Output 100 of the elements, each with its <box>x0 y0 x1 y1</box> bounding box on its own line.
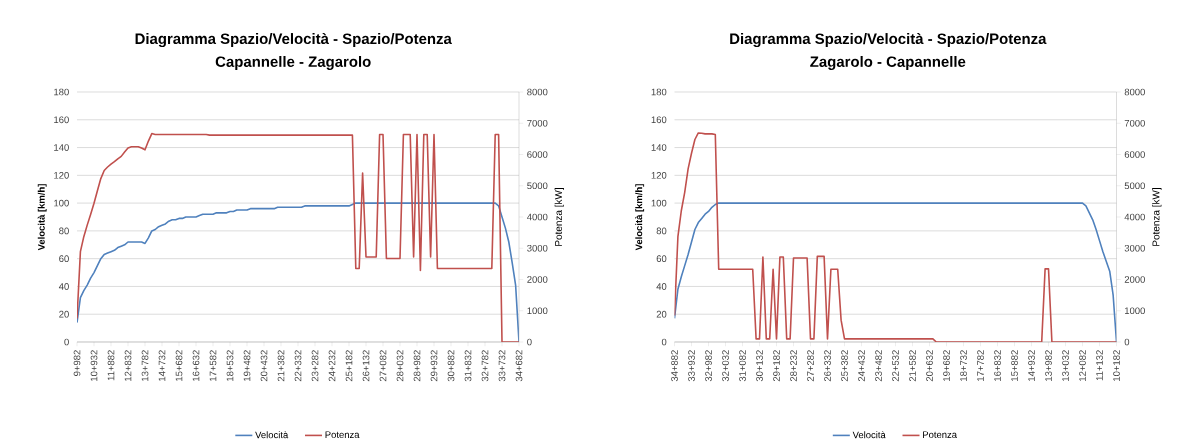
x-tick-label: 31+832 <box>464 350 472 382</box>
x-tick-label: 20+432 <box>260 350 268 382</box>
chart-subtitle: Capannelle - Zagarolo <box>215 56 371 71</box>
y2-tick-label: 2000 <box>1124 276 1145 284</box>
x-tick-label: 13+782 <box>141 350 149 382</box>
y-tick-label: 20 <box>59 311 69 318</box>
x-tick-label: 33+932 <box>688 350 695 382</box>
y-tick-label: 120 <box>54 172 69 179</box>
x-tick-label: 23+482 <box>875 350 882 382</box>
x-tick-label: 11+132 <box>1096 350 1103 381</box>
y-tick-label: 160 <box>651 116 667 124</box>
x-tick-label: 32+982 <box>705 350 712 382</box>
y2-axis-title: Potenza [kW] <box>554 188 564 246</box>
y-tick-label: 40 <box>58 283 69 290</box>
x-tick-label: 18+732 <box>960 350 967 382</box>
x-tick-label: 28+982 <box>413 350 421 382</box>
y2-tick-label: 5000 <box>1124 182 1145 190</box>
x-tick-label: 25+182 <box>345 350 353 382</box>
x-tick-label: 32+782 <box>481 350 489 382</box>
x-tick-label: 20+632 <box>926 350 933 382</box>
x-tick-label: 24+432 <box>858 350 865 382</box>
x-tick-label: 12+832 <box>124 350 132 382</box>
y2-tick-label: 4000 <box>527 213 548 221</box>
y-tick-label: 140 <box>651 144 667 152</box>
y2-tick-label: 1000 <box>527 307 548 315</box>
y2-tick-label: 8000 <box>527 88 548 96</box>
x-tick-label: 31+082 <box>739 350 746 382</box>
x-tick-label: 24+232 <box>328 350 336 382</box>
y-tick-label: 140 <box>54 144 69 152</box>
x-tick-label: 34+882 <box>671 350 678 382</box>
y2-tick-label: 5000 <box>527 182 548 190</box>
x-tick-label: 26+132 <box>362 350 370 382</box>
x-tick-label: 12+082 <box>1079 350 1086 382</box>
y-tick-label: 80 <box>59 227 69 235</box>
x-tick-label: 9+982 <box>73 350 81 377</box>
x-tick-label: 22+532 <box>892 350 899 382</box>
x-tick-label: 27+282 <box>807 350 814 382</box>
y-tick-label: 20 <box>656 311 667 318</box>
y2-tick-label: 2000 <box>527 276 548 284</box>
y-axis-title: Velocità [km/h] <box>635 184 645 251</box>
legend-label: Potenza <box>923 431 958 439</box>
x-tick-label: 23+282 <box>311 350 319 382</box>
y2-tick-label: 7000 <box>527 120 548 127</box>
x-tick-label: 27+082 <box>379 350 387 382</box>
legend-label: Potenza <box>325 431 360 439</box>
y2-tick-label: 6000 <box>1124 151 1145 159</box>
chart-subtitle: Zagarolo - Capannelle <box>810 56 966 71</box>
x-tick-label: 16+632 <box>192 350 200 382</box>
y2-axis-title: Potenza [kW] <box>1152 188 1162 246</box>
x-tick-label: 34+682 <box>515 350 523 382</box>
x-tick-label: 19+682 <box>943 350 950 382</box>
x-tick-label: 25+382 <box>841 350 848 382</box>
x-tick-label: 28+232 <box>790 350 797 382</box>
x-tick-label: 26+332 <box>824 350 831 382</box>
y2-tick-label: 6000 <box>527 151 548 159</box>
x-tick-label: 18+532 <box>226 350 234 382</box>
x-tick-label: 22+332 <box>294 350 302 382</box>
y2-tick-label: 1000 <box>1125 307 1145 315</box>
chart-title: Diagramma Spazio/Velocità - Spazio/Potenza <box>730 33 1047 48</box>
y2-tick-label: 3000 <box>527 245 548 252</box>
y2-tick-label: 8000 <box>1124 88 1145 96</box>
x-tick-label: 17+782 <box>977 350 984 382</box>
y-tick-label: 80 <box>656 227 667 235</box>
y-tick-label: 120 <box>651 172 667 179</box>
x-tick-label: 30+882 <box>447 350 455 382</box>
x-tick-label: 15+682 <box>175 350 183 382</box>
x-tick-label: 14+732 <box>158 350 166 382</box>
y2-tick-label: 3000 <box>1124 245 1145 252</box>
x-tick-label: 28+032 <box>396 350 404 382</box>
x-tick-label: 10+932 <box>90 350 98 382</box>
x-tick-label: 15+882 <box>1011 350 1018 382</box>
x-tick-label: 30+132 <box>756 350 763 382</box>
x-tick-label: 21+382 <box>277 350 285 382</box>
y-tick-label: 180 <box>54 88 69 96</box>
x-tick-label: 29+932 <box>430 350 438 382</box>
x-tick-label: 32+032 <box>722 350 729 382</box>
chart-title: Diagramma Spazio/Velocità - Spazio/Potenza <box>135 33 452 48</box>
y-tick-label: 100 <box>54 199 69 207</box>
y2-tick-label: 0 <box>527 338 532 346</box>
x-tick-label: 13+032 <box>1062 350 1069 382</box>
x-tick-label: 17+582 <box>209 350 217 382</box>
x-tick-label: 29+182 <box>773 350 780 382</box>
y-tick-label: 60 <box>59 255 69 263</box>
y-tick-label: 0 <box>661 338 667 346</box>
x-tick-label: 10+182 <box>1113 350 1120 382</box>
y-axis-title: Velocità [km/h] <box>37 184 47 251</box>
legend-label: Velocità <box>255 431 289 439</box>
x-tick-label: 19+482 <box>243 350 251 382</box>
y-tick-label: 40 <box>656 283 667 290</box>
y-tick-label: 0 <box>64 338 69 346</box>
x-tick-label: 11+882 <box>107 350 115 381</box>
x-tick-label: 33+732 <box>498 350 506 382</box>
y-tick-label: 60 <box>656 255 667 263</box>
x-tick-label: 16+832 <box>994 350 1001 382</box>
x-tick-label: 21+582 <box>909 350 916 382</box>
y-tick-label: 100 <box>651 199 667 207</box>
y2-tick-label: 7000 <box>1124 120 1145 127</box>
y2-tick-label: 0 <box>1124 338 1130 346</box>
x-tick-label: 13+982 <box>1045 350 1052 382</box>
y-tick-label: 180 <box>651 88 667 96</box>
